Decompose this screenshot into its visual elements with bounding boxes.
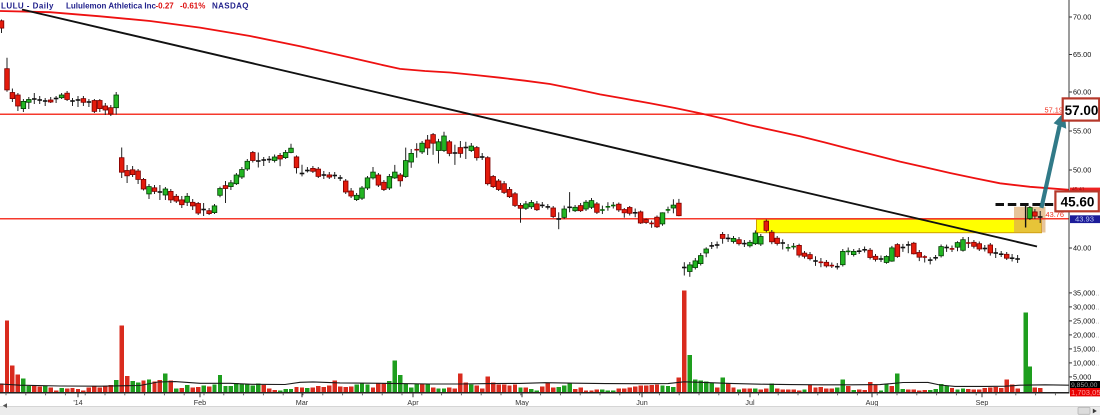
svg-text:15,000...: 15,000...: [1073, 345, 1100, 354]
svg-text:Feb: Feb: [194, 398, 206, 407]
svg-text:50.00: 50.00: [1073, 166, 1091, 175]
svg-text:70.00: 70.00: [1073, 13, 1091, 22]
svg-text:57.00: 57.00: [1065, 103, 1099, 118]
svg-text:57.19: 57.19: [1045, 106, 1064, 115]
svg-text:Jun: Jun: [636, 398, 648, 407]
svg-text:10,000...: 10,000...: [1073, 359, 1100, 368]
svg-text:40.00: 40.00: [1073, 244, 1091, 253]
svg-text:1,703,05: 1,703,05: [1071, 388, 1100, 397]
svg-text:30,000...: 30,000...: [1073, 303, 1100, 312]
svg-text:60.00: 60.00: [1073, 88, 1091, 97]
svg-text:20,000...: 20,000...: [1073, 331, 1100, 340]
svg-text:'14: '14: [73, 398, 82, 407]
svg-text:Sep: Sep: [976, 398, 989, 407]
svg-text:25,000...: 25,000...: [1073, 317, 1100, 326]
svg-text:Aug: Aug: [866, 398, 879, 407]
svg-text:35,000...: 35,000...: [1073, 289, 1100, 298]
svg-text:45.41: 45.41: [1072, 187, 1085, 193]
svg-text:9,850,00: 9,850,00: [1071, 382, 1098, 389]
svg-text:Mar: Mar: [296, 398, 309, 407]
svg-text:5,000: 5,000: [1073, 373, 1091, 382]
svg-text:45.60: 45.60: [1061, 195, 1095, 210]
svg-text:Jul: Jul: [745, 398, 755, 407]
svg-text:43.76: 43.76: [1046, 210, 1065, 219]
svg-text:65.00: 65.00: [1073, 50, 1091, 59]
svg-text:Apr: Apr: [407, 398, 419, 407]
svg-text:May: May: [515, 398, 529, 407]
svg-text:43.93: 43.93: [1075, 215, 1094, 224]
svg-text:55.00: 55.00: [1073, 127, 1091, 136]
